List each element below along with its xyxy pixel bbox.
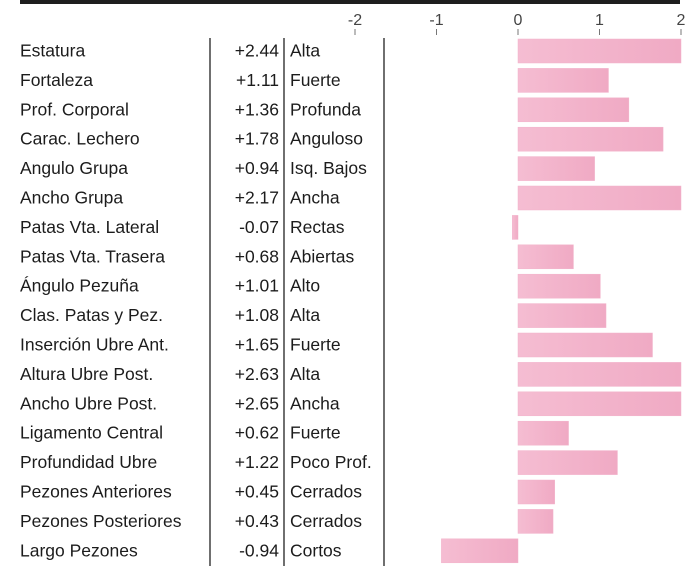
trait-value: +0.62	[235, 423, 279, 443]
bar	[441, 538, 519, 564]
trait-descriptor: Fuerte	[290, 70, 341, 90]
trait-name: Ancho Ubre Post.	[20, 393, 157, 413]
trait-descriptor: Cerrados	[290, 482, 362, 502]
trait-value: +1.08	[235, 305, 279, 325]
trait-value: +1.01	[235, 276, 279, 296]
trait-value: +2.65	[235, 393, 279, 413]
trait-descriptor: Rectas	[290, 217, 345, 237]
trait-name: Pezones Posteriores	[20, 511, 182, 531]
trait-value: +1.65	[235, 335, 279, 355]
trait-descriptor: Poco Prof.	[290, 452, 372, 472]
trait-name: Angulo Grupa	[20, 158, 128, 178]
trait-name: Fortaleza	[20, 70, 93, 90]
tick-label: 1	[595, 12, 604, 29]
trait-descriptor: Ancha	[290, 393, 340, 413]
trait-value: +1.36	[235, 99, 279, 119]
axis-ticks: -2 -1 0 1 2	[348, 12, 686, 35]
trait-descriptor: Alta	[290, 41, 320, 61]
trait-name: Patas Vta. Lateral	[20, 217, 159, 237]
trait-name: Altura Ubre Post.	[20, 364, 153, 384]
trait-value: +1.78	[235, 129, 279, 149]
trait-value: -0.07	[239, 217, 279, 237]
bar	[517, 38, 682, 64]
bar	[517, 420, 569, 446]
trait-name: Ligamento Central	[20, 423, 163, 443]
bar	[517, 244, 574, 270]
trait-value: +2.44	[235, 41, 280, 61]
bar	[517, 332, 653, 358]
trait-name: Pezones Anteriores	[20, 482, 172, 502]
trait-descriptor: Ancha	[290, 188, 340, 208]
trait-name: Inserción Ubre Ant.	[20, 335, 169, 355]
trait-value: +0.45	[235, 482, 279, 502]
trait-name: Clas. Patas y Pez.	[20, 305, 163, 325]
trait-name: Profundidad Ubre	[20, 452, 157, 472]
tick-label: 0	[514, 12, 523, 29]
trait-name: Ancho Grupa	[20, 188, 123, 208]
tick-label: -1	[429, 12, 443, 29]
trait-descriptor: Cerrados	[290, 511, 362, 531]
bar	[517, 156, 595, 181]
trait-descriptor: Anguloso	[290, 129, 363, 149]
trait-descriptor: Alta	[290, 364, 320, 384]
trait-name: Largo Pezones	[20, 540, 138, 560]
trait-descriptor: Fuerte	[290, 423, 341, 443]
trait-name: Ángulo Pezuña	[20, 276, 139, 296]
tick-label: 2	[677, 12, 686, 29]
bar	[517, 68, 609, 93]
trait-value: +1.22	[235, 452, 279, 472]
bar	[517, 479, 555, 505]
trait-name: Patas Vta. Trasera	[20, 246, 165, 266]
bar	[517, 126, 664, 152]
trait-descriptor: Alta	[290, 305, 320, 325]
trait-descriptor: Cortos	[290, 540, 342, 560]
trait-name: Prof. Corporal	[20, 99, 129, 119]
trait-rows: Estatura +2.44 Alta Fortaleza +1.11 Fuerte Pro…	[20, 38, 682, 564]
bar	[517, 362, 682, 387]
bar	[517, 97, 630, 123]
bar	[517, 303, 607, 328]
tick-label: -2	[348, 12, 362, 29]
trait-value: +0.94	[235, 158, 280, 178]
bar	[512, 215, 519, 240]
trait-value: +2.17	[235, 188, 279, 208]
trait-descriptor: Abiertas	[290, 246, 354, 266]
bar	[517, 509, 554, 534]
trait-value: -0.94	[239, 540, 279, 560]
trait-descriptor: Fuerte	[290, 335, 341, 355]
trait-value: +1.11	[236, 70, 279, 90]
trait-descriptor: Isq. Bajos	[290, 158, 367, 178]
bar	[517, 391, 682, 417]
trait-name: Carac. Lechero	[20, 129, 140, 149]
trait-value: +2.63	[235, 364, 279, 384]
trait-value: +0.68	[235, 246, 279, 266]
trait-descriptor: Profunda	[290, 99, 361, 119]
trait-descriptor: Alto	[290, 276, 320, 296]
trait-value: +0.43	[235, 511, 279, 531]
trait-name: Estatura	[20, 41, 85, 61]
bar	[517, 273, 601, 299]
bar	[517, 450, 618, 475]
top-rule	[20, 0, 680, 4]
bar	[517, 185, 682, 211]
